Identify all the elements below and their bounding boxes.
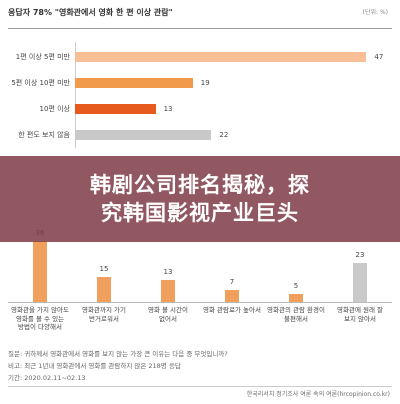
y-tick-label: 10편 이상 <box>39 104 70 113</box>
bar <box>75 104 156 114</box>
banner-line: 韩剧公司排名揭秘，探 <box>90 173 310 197</box>
bar <box>75 52 367 62</box>
chart-title: 응답자 78% "영화관에서 영화 한 편 이상 관람" <box>8 8 173 17</box>
bar <box>75 130 212 140</box>
header-rule <box>8 28 392 29</box>
value-label: 47 <box>374 52 384 61</box>
y-tick-label: 5편 이상 10편 미만 <box>11 78 70 87</box>
note: 비고: 최근 1년내 영화관에서 영화를 관람하지 않은 218명 응답 <box>8 362 181 370</box>
bar <box>289 293 303 302</box>
bar <box>33 240 47 302</box>
x-tick-label: 영화관까지 가기 번거로워서 <box>82 306 126 323</box>
value-label: 7 <box>229 278 235 287</box>
footer-rule <box>8 386 392 387</box>
bar <box>353 262 367 302</box>
unit-label: (단위: %) <box>362 9 388 16</box>
banner-line: 究韩国影视产业巨头 <box>101 201 299 225</box>
axis-line <box>75 42 76 148</box>
value-label: 13 <box>163 104 173 113</box>
value-label: 22 <box>219 130 229 139</box>
bar <box>75 78 193 88</box>
source: 한국리서치 정기조사 여론 속의 여론(hrcopinion.co.kr) <box>246 391 390 398</box>
y-tick-label: 한 편도 보지 않음 <box>18 130 70 139</box>
value-label: 5 <box>293 281 299 290</box>
banner: 韩剧公司排名揭秘，探 究韩国影视产业巨头 <box>0 156 400 242</box>
x-tick-label: 영화관을 가지 않아도 영화를 볼 수 있는 방법이 다양해서 <box>11 306 69 331</box>
x-tick-label: 영화 볼 시간이 없어서 <box>147 306 188 323</box>
value-label: 13 <box>163 267 173 276</box>
note: 기간: 2020.02.11~02.13 <box>8 374 86 382</box>
x-tick-label: 영화 관람료가 높아서 <box>203 306 261 314</box>
note: 질문: 귀하께서 영화관에서 영화를 보지 않는 가장 큰 이유는 다음 중 무… <box>8 350 228 358</box>
bar <box>225 290 239 302</box>
x-tick-label: 영화관에 원래 잘 보지 않아서 <box>337 306 383 323</box>
x-tick-label: 영화관의 관람 환경이 불편해서 <box>267 306 325 323</box>
value-label: 19 <box>200 78 210 87</box>
baseline <box>8 302 392 303</box>
bar <box>97 276 111 302</box>
value-label: 15 <box>99 264 109 273</box>
bar <box>161 279 175 302</box>
value-label: 23 <box>355 250 365 259</box>
y-tick-label: 1편 이상 5편 미만 <box>15 52 70 61</box>
